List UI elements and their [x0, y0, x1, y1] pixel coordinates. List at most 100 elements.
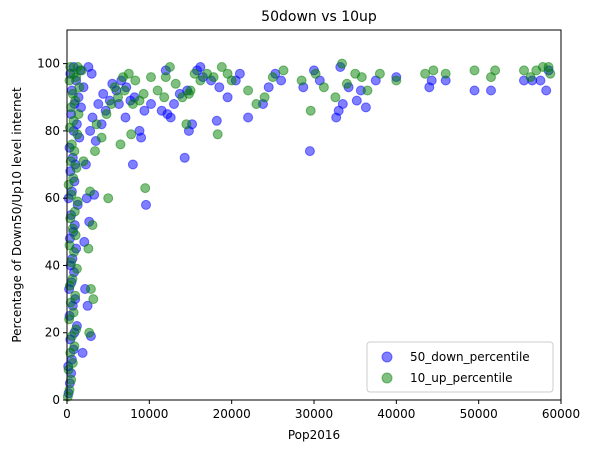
point-10-up-106 — [469, 65, 480, 76]
point-10-up-102 — [391, 75, 402, 86]
y-tick-label-3: 60 — [45, 191, 60, 205]
point-10-up-101 — [374, 68, 385, 79]
point-10-up-114 — [545, 68, 556, 79]
point-50-down-89 — [214, 82, 225, 93]
point-10-up-44 — [72, 62, 83, 72]
point-10-up-11 — [65, 297, 76, 308]
point-10-up-93 — [310, 68, 321, 79]
point-10-up-115 — [183, 88, 194, 99]
point-10-up-24 — [66, 189, 77, 200]
point-50-down-98 — [304, 146, 315, 157]
point-10-up-26 — [68, 173, 79, 183]
point-10-up-90 — [278, 65, 289, 76]
point-10-up-8 — [71, 324, 82, 335]
point-50-down-92 — [243, 112, 254, 123]
point-50-down-71 — [127, 159, 138, 170]
point-10-up-109 — [519, 65, 529, 76]
point-10-up-89 — [267, 72, 278, 83]
point-10-up-27 — [71, 162, 82, 173]
point-10-up-86 — [226, 75, 237, 86]
point-10-up-6 — [69, 341, 80, 352]
point-10-up-110 — [525, 72, 536, 83]
point-10-up-47 — [85, 284, 96, 294]
y-tick-label-1: 20 — [45, 326, 60, 340]
point-10-up-91 — [296, 75, 307, 86]
point-10-up-20 — [67, 223, 78, 234]
point-50-down-94 — [263, 82, 274, 93]
legend: 50_down_percentile 10_up_percentile — [366, 341, 554, 393]
point-10-up-14 — [67, 273, 78, 284]
point-50-down-118 — [541, 85, 552, 96]
point-10-up-61 — [123, 68, 134, 79]
point-10-up-2 — [66, 374, 77, 385]
point-10-up-52 — [103, 193, 114, 204]
point-10-up-50 — [85, 186, 96, 197]
point-10-up-88 — [259, 92, 270, 103]
point-50-down-114 — [486, 85, 496, 96]
point-10-up-94 — [318, 82, 329, 93]
point-10-up-1 — [64, 384, 75, 395]
point-50-down-78 — [165, 112, 176, 123]
legend-label-50-down: 50_down_percentile — [410, 350, 530, 364]
point-50-down-45 — [77, 347, 88, 358]
x-tick-label-5: 50000 — [460, 407, 498, 421]
point-10-up-4 — [67, 358, 78, 368]
x-tick-label-1: 10000 — [130, 407, 168, 421]
point-10-up-37 — [67, 88, 78, 99]
point-10-up-38 — [74, 82, 85, 93]
point-10-up-57 — [106, 99, 117, 109]
point-10-up-73 — [160, 72, 171, 83]
point-10-up-23 — [72, 196, 83, 207]
point-10-up-55 — [91, 119, 102, 130]
point-50-down-44 — [86, 68, 97, 79]
point-10-up-103 — [420, 68, 431, 79]
point-10-up-87 — [243, 85, 254, 96]
point-10-up-67 — [126, 129, 137, 140]
point-10-up-72 — [159, 92, 170, 103]
point-10-up-70 — [146, 72, 156, 83]
point-10-up-58 — [113, 92, 123, 103]
point-50-down-90 — [222, 92, 233, 103]
legend-box — [366, 341, 554, 393]
x-tick-label-4: 40000 — [377, 407, 415, 421]
point-10-up-53 — [90, 146, 100, 157]
point-10-up-96 — [337, 58, 347, 69]
point-10-up-34 — [73, 109, 84, 120]
y-tick-label-0: 0 — [52, 393, 60, 407]
point-10-up-69 — [138, 88, 149, 99]
y-tick-label-2: 40 — [45, 258, 60, 272]
point-10-up-45 — [84, 327, 95, 338]
point-10-up-10 — [68, 307, 79, 318]
point-10-up-56 — [101, 109, 112, 120]
point-10-up-63 — [130, 75, 141, 86]
point-50-down-122 — [195, 62, 206, 72]
y-tick-label-5: 100 — [37, 57, 60, 71]
y-axis: 0 20 40 60 80 100 — [37, 57, 67, 407]
point-50-down-96 — [276, 75, 287, 86]
point-50-down-113 — [469, 85, 480, 96]
y-axis-label: Percentage of Down50/Up10 level internet — [10, 87, 24, 343]
point-10-up-100 — [362, 85, 373, 96]
point-50-down-107 — [360, 102, 371, 113]
x-tick-label-0: 0 — [63, 407, 71, 421]
point-10-up-16 — [66, 257, 77, 268]
point-10-up-25 — [63, 179, 74, 190]
point-10-up-95 — [330, 92, 341, 103]
point-10-up-21 — [65, 213, 76, 224]
legend-marker-50-down — [381, 351, 393, 363]
points-layer — [62, 58, 556, 402]
point-10-up-48 — [83, 243, 94, 254]
x-tick-label-6: 60000 — [542, 407, 580, 421]
point-50-down-88 — [211, 115, 222, 126]
x-tick-label-3: 30000 — [295, 407, 333, 421]
point-10-up-12 — [70, 290, 81, 301]
point-50-down-47 — [82, 300, 93, 311]
point-50-down-81 — [179, 152, 190, 163]
point-10-up-105 — [440, 68, 451, 79]
point-50-down-70 — [141, 199, 151, 210]
point-10-up-49 — [87, 220, 98, 231]
point-10-up-92 — [305, 105, 316, 116]
point-10-up-116 — [251, 99, 262, 109]
point-10-up-28 — [65, 156, 76, 167]
